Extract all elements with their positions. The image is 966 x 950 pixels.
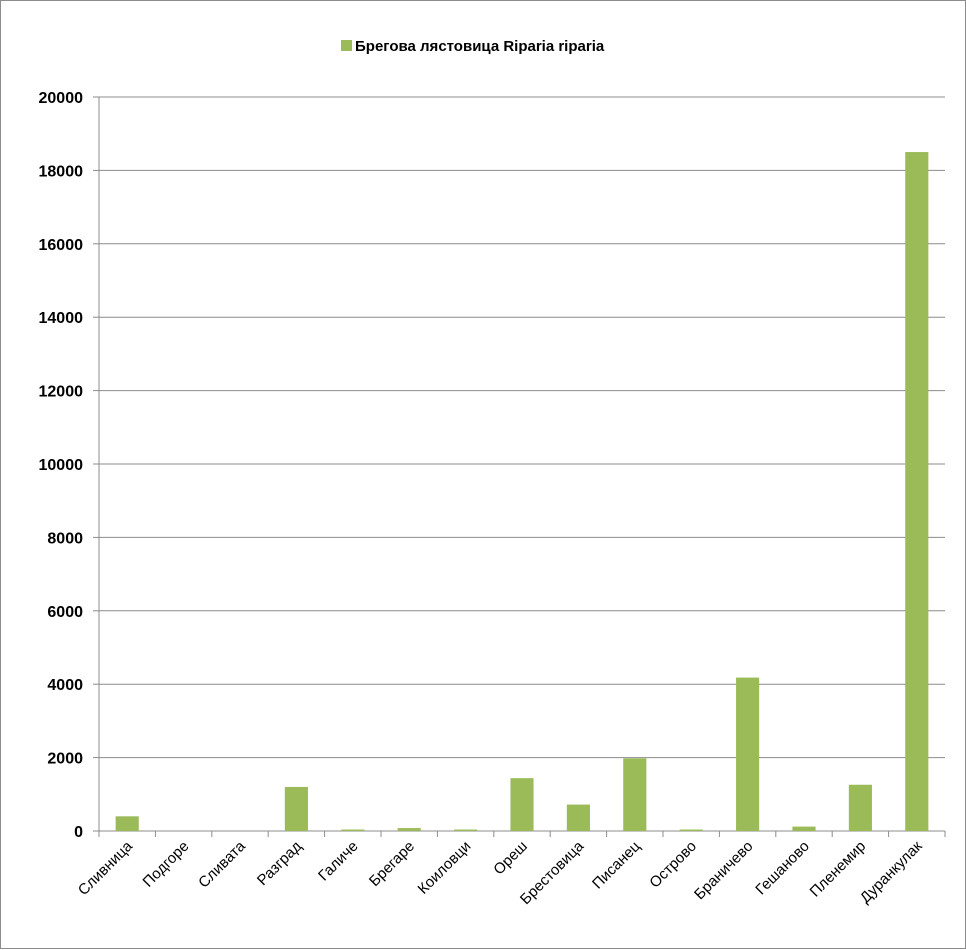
x-tick-label: Острово <box>646 838 700 892</box>
bar-3 <box>284 786 308 831</box>
x-tick-label: Ореш <box>490 838 531 879</box>
x-tick-label: Гешаново <box>752 838 813 899</box>
y-tick-label: 2000 <box>47 751 83 768</box>
bar-0 <box>115 816 139 831</box>
y-axis: 0 2000 4000 6000 8000 10000 12000 14000 16000 180… <box>39 90 100 841</box>
y-tick-label: 16000 <box>39 237 84 254</box>
gridlines <box>99 96 945 759</box>
y-tick-label: 4000 <box>47 677 83 694</box>
x-tick-label: Браничево <box>691 838 756 903</box>
bar-6 <box>454 829 478 831</box>
x-tick-label: Подгоре <box>140 838 193 891</box>
x-tick-label: Писанец <box>589 838 644 893</box>
y-tick-label: 0 <box>74 824 83 841</box>
x-tick-label: Брегаре <box>366 838 418 890</box>
bar-4 <box>341 829 365 831</box>
legend-swatch <box>341 40 352 51</box>
bar-14 <box>905 152 929 832</box>
bar-5 <box>397 828 421 831</box>
y-tick-label: 18000 <box>39 163 84 180</box>
y-tick-label: 8000 <box>47 530 83 547</box>
y-tick-label: 12000 <box>39 384 84 401</box>
x-tick-label: Коиловци <box>415 838 475 898</box>
bar-10 <box>679 829 703 831</box>
bar-7 <box>510 778 534 831</box>
x-axis: Сливница Подгоре Сливата Разград Галиче Брега… <box>75 830 946 908</box>
y-tick-label: 10000 <box>39 457 84 474</box>
bar-9 <box>623 758 647 831</box>
bar-8 <box>566 804 590 831</box>
bar-13 <box>848 784 872 831</box>
bars <box>115 152 929 832</box>
y-tick-label: 14000 <box>39 310 84 327</box>
y-tick-label: 20000 <box>39 90 84 107</box>
y-tick-label: 6000 <box>47 604 83 621</box>
legend-label: Брегова лястовица Riparia riparia <box>355 38 605 55</box>
x-tick-label: Галиче <box>315 838 362 885</box>
x-tick-label: Сливница <box>75 837 137 899</box>
x-tick-label: Сливата <box>195 837 249 891</box>
x-tick-label: Разград <box>254 838 305 889</box>
legend: Брегова лястовица Riparia riparia <box>341 38 605 55</box>
bar-12 <box>792 826 816 831</box>
bar-11 <box>736 677 760 831</box>
